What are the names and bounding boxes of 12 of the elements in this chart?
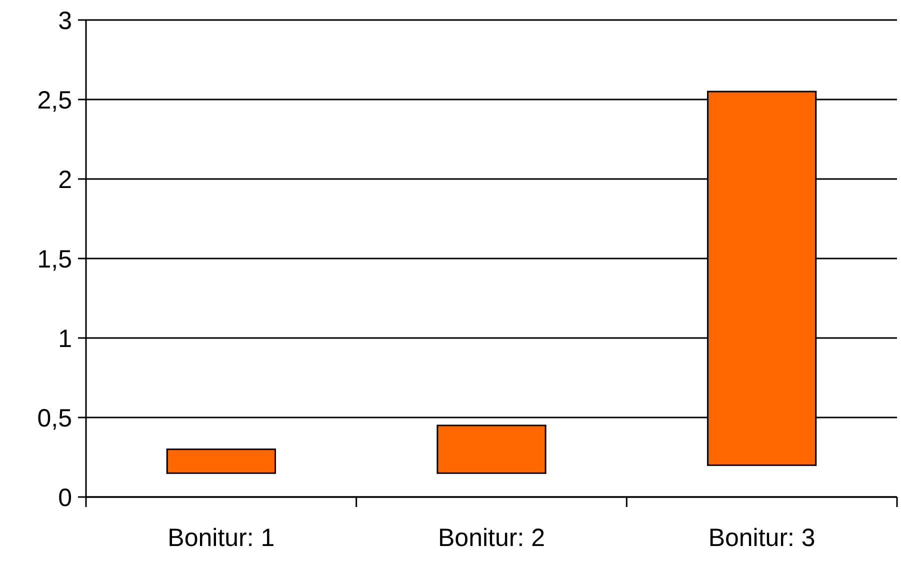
bar <box>436 424 546 474</box>
x-tick-label: Bonitur: 1 <box>168 524 275 552</box>
x-tick-label: Bonitur: 3 <box>708 524 816 552</box>
y-tick-label: 2 <box>58 166 72 194</box>
y-tick-label: 0 <box>58 484 72 512</box>
y-tick-label: 0,5 <box>37 404 72 432</box>
y-tick-label: 1 <box>58 324 72 353</box>
y-tick-label: 1,5 <box>37 245 72 274</box>
x-tick-label: Bonitur: 2 <box>438 524 546 552</box>
bar <box>166 448 276 474</box>
y-tick-label: 2,5 <box>37 86 72 114</box>
y-tick-label: 3 <box>58 6 72 35</box>
